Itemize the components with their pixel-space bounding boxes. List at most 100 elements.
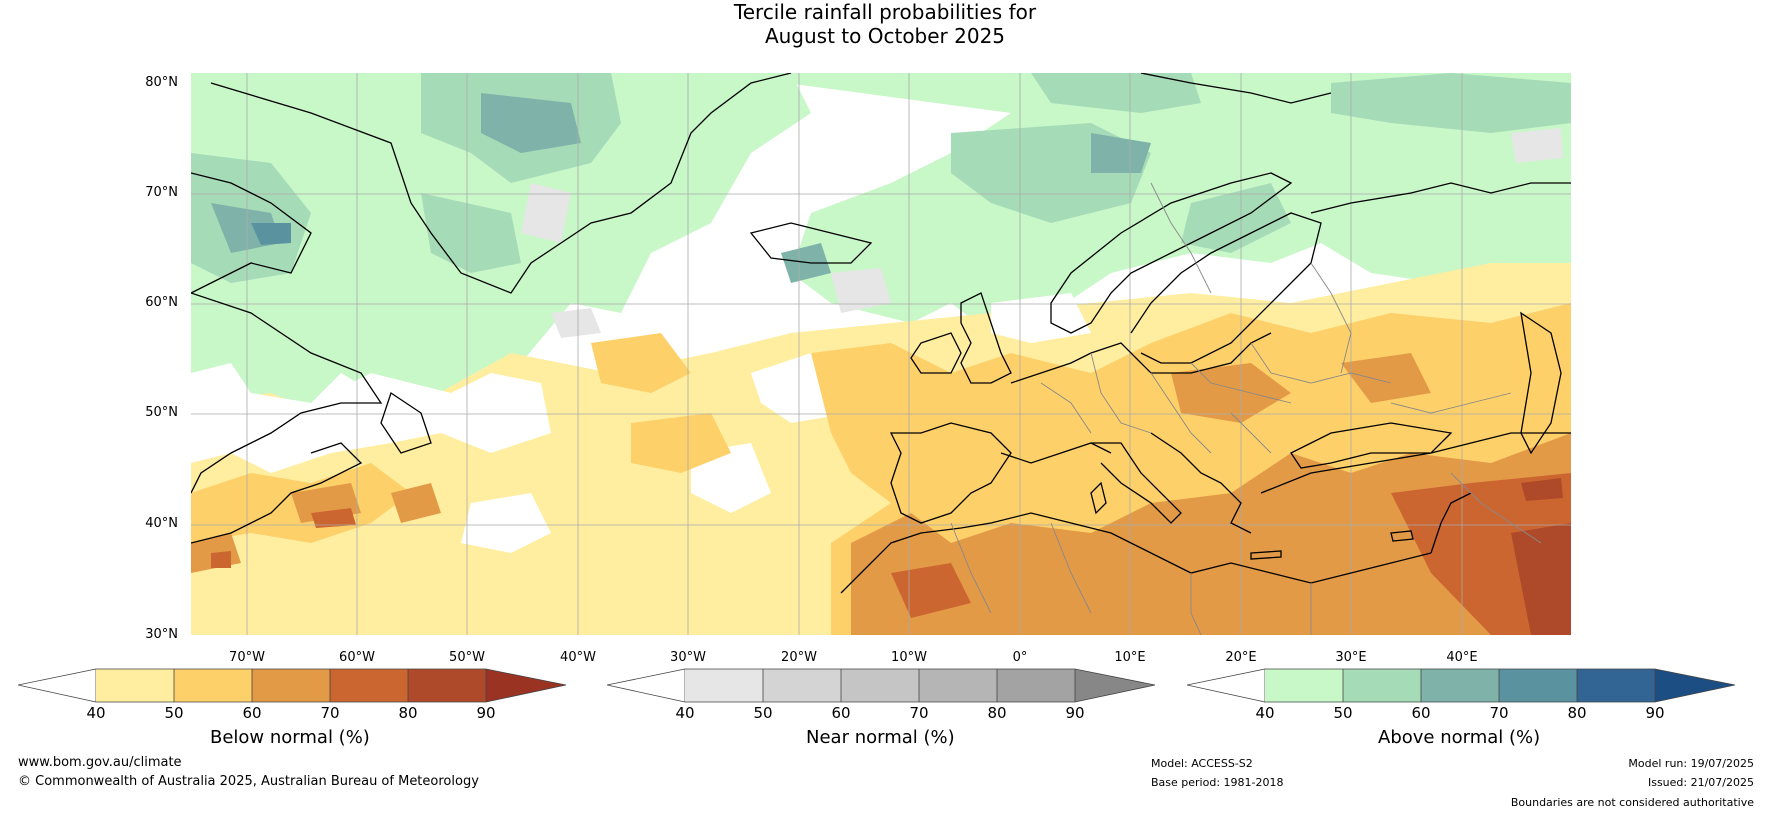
below-normal-region xyxy=(391,483,441,523)
above-normal-region xyxy=(251,223,291,245)
issued-text: Issued: 21/07/2025 xyxy=(1647,776,1754,789)
coastline-north-africa xyxy=(840,512,1432,594)
near-normal-region xyxy=(1511,128,1563,163)
colorbar-above-tick-80: 80 xyxy=(1567,704,1587,722)
lon-label-10e: 10°E xyxy=(1114,650,1146,665)
lon-label-0: 0° xyxy=(1012,650,1028,665)
border-line xyxy=(1090,352,1152,434)
colorbar-below-label: Below normal (%) xyxy=(210,727,370,748)
colorbar-below-tick-70: 70 xyxy=(320,704,340,722)
colorbar-near-tick-50: 50 xyxy=(753,704,773,722)
colorbar-segment-60-70 xyxy=(252,669,330,702)
colorbar-segment-60-70 xyxy=(1421,669,1499,702)
coastline-levant xyxy=(1430,492,1472,554)
coastline-ireland xyxy=(910,332,962,374)
copyright-text: © Commonwealth of Australia 2025, Austra… xyxy=(18,774,479,789)
below-normal-region xyxy=(851,433,1571,635)
coastline-labrador xyxy=(191,292,383,494)
coastline-russia-arctic xyxy=(1310,182,1571,214)
coastline-iberia xyxy=(889,422,1012,524)
colorbar-extend-high xyxy=(486,669,566,702)
border-line xyxy=(1150,372,1212,454)
above-normal-region xyxy=(1181,183,1291,253)
colorbar-extend-low xyxy=(607,668,686,703)
colorbar-segment-70-80 xyxy=(919,669,997,702)
coastline-caspian xyxy=(1520,311,1562,455)
colorbar-extend-high xyxy=(1655,669,1735,702)
colorbar-extend-low xyxy=(18,668,97,703)
lat-label-50n: 50°N xyxy=(145,405,178,420)
below-normal-top-regions xyxy=(1511,478,1571,635)
coastline-west-europe xyxy=(1010,332,1272,384)
border-line xyxy=(1250,342,1392,384)
country-borders xyxy=(950,182,1542,635)
lon-label-30e: 30°E xyxy=(1335,650,1367,665)
coastline-iceland xyxy=(749,222,873,264)
border-line xyxy=(1190,573,1202,635)
base-period-text: Base period: 1981-2018 xyxy=(1151,776,1284,789)
coastline-nova-scotia xyxy=(191,442,363,544)
near-normal-region xyxy=(831,268,891,313)
coastline-newfoundland xyxy=(380,391,432,454)
map-canvas xyxy=(191,73,1571,635)
colorbar-segment-70-80 xyxy=(330,669,408,702)
border-line xyxy=(1230,412,1272,454)
lat-label-70n: 70°N xyxy=(145,185,178,200)
lat-label-60n: 60°N xyxy=(145,295,178,310)
title-line-1: Tercile rainfall probabilities for xyxy=(733,0,1037,24)
border-line xyxy=(1450,472,1542,544)
lon-label-60w: 60°W xyxy=(339,650,375,665)
border-line xyxy=(1190,362,1292,404)
near-normal-region xyxy=(521,183,571,243)
coastline-black-sea xyxy=(1290,422,1453,469)
below-normal-region xyxy=(1341,353,1431,403)
below-normal-region xyxy=(311,508,356,528)
colorbar-extend-high xyxy=(1075,669,1155,702)
website-text: www.bom.gov.au/climate xyxy=(18,755,182,770)
lon-label-40w: 40°W xyxy=(560,650,596,665)
colorbar-above-tick-60: 60 xyxy=(1411,704,1431,722)
lat-label-80n: 80°N xyxy=(145,75,178,90)
coastlines xyxy=(191,73,1571,594)
below-normal-region xyxy=(211,551,231,568)
colorbar-near-tick-70: 70 xyxy=(909,704,929,722)
below-normal-region xyxy=(1171,363,1291,423)
colorbar-extend-low xyxy=(1187,668,1266,703)
coastline-sweden-finland xyxy=(1130,212,1322,364)
colorbar-above-normal xyxy=(1187,668,1736,703)
colorbar-near-tick-40: 40 xyxy=(675,704,695,722)
border-line xyxy=(1390,392,1512,414)
colorbar-segment-40-50 xyxy=(685,669,763,702)
coastline-sardinia xyxy=(1090,481,1107,515)
colorbar-segment-60-70 xyxy=(841,669,919,702)
below-normal-region xyxy=(1511,523,1571,635)
map-title: Tercile rainfall probabilities for Augus… xyxy=(0,0,1770,48)
lon-label-50w: 50°W xyxy=(449,650,485,665)
colorbar-near-tick-60: 60 xyxy=(831,704,851,722)
colorbar-segment-40-50 xyxy=(1265,669,1343,702)
above-normal-region xyxy=(1331,73,1571,133)
colorbar-segment-40-50 xyxy=(96,669,174,702)
lat-label-30n: 30°N xyxy=(145,627,178,642)
coastline-baffin xyxy=(191,172,312,294)
colorbar-above-tick-70: 70 xyxy=(1489,704,1509,722)
colorbar-segment-50-60 xyxy=(174,669,252,702)
lat-label-40n: 40°N xyxy=(145,516,178,531)
colorbar-below-tick-60: 60 xyxy=(242,704,262,722)
title-line-2: August to October 2025 xyxy=(764,24,1006,48)
colorbar-near-label: Near normal (%) xyxy=(806,727,955,748)
above-normal-region xyxy=(1091,133,1151,173)
coastline-svalbard xyxy=(1140,73,1332,104)
colorbar-above-tick-40: 40 xyxy=(1255,704,1275,722)
colorbar-segment-50-60 xyxy=(1343,669,1421,702)
coastline-norway xyxy=(1050,172,1293,334)
coastline-cyprus xyxy=(1390,530,1414,542)
colorbar-above-label: Above normal (%) xyxy=(1378,727,1541,748)
border-line xyxy=(1040,382,1092,434)
border-line xyxy=(1050,522,1092,614)
colorbar-near-tick-80: 80 xyxy=(987,704,1007,722)
colorbar-segment-80-90 xyxy=(408,669,486,702)
lon-label-20e: 20°E xyxy=(1225,650,1257,665)
colorbar-segment-80-90 xyxy=(1577,669,1655,702)
colorbar-below-tick-40: 40 xyxy=(86,704,106,722)
